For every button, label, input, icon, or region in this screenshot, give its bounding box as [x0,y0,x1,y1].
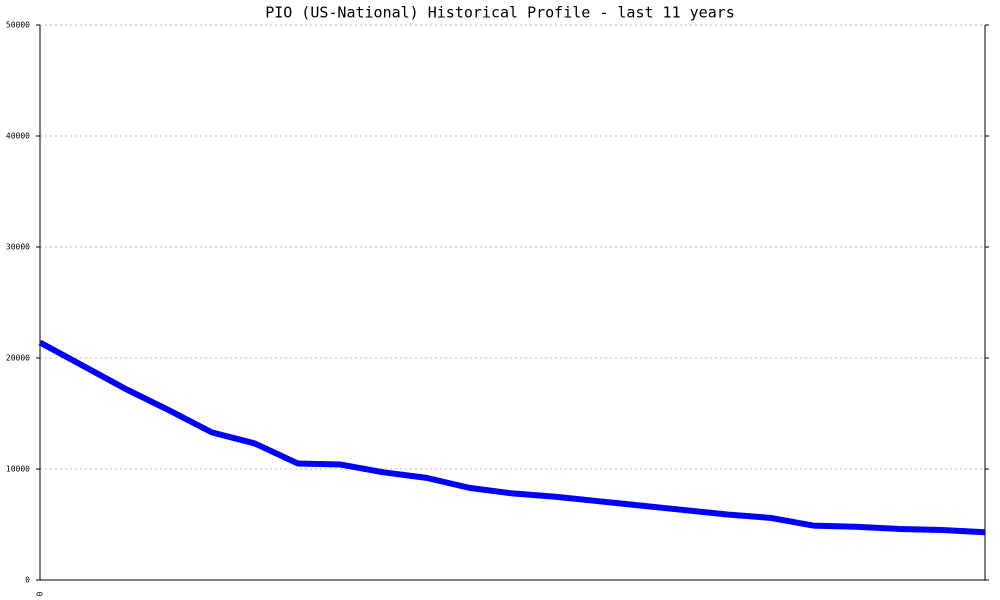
line-series [38,339,986,536]
y-tick-label: 40000 [6,132,30,141]
y-tick-label: 0 [25,576,30,585]
y-tick-label: 20000 [6,354,30,363]
chart-title: PIO (US-National) Historical Profile - l… [265,4,735,22]
x-tick-label: 0 [36,591,45,596]
y-tick-label: 50000 [6,21,30,30]
y-tick-label: 30000 [6,243,30,252]
y-tick-label: 10000 [6,465,30,474]
